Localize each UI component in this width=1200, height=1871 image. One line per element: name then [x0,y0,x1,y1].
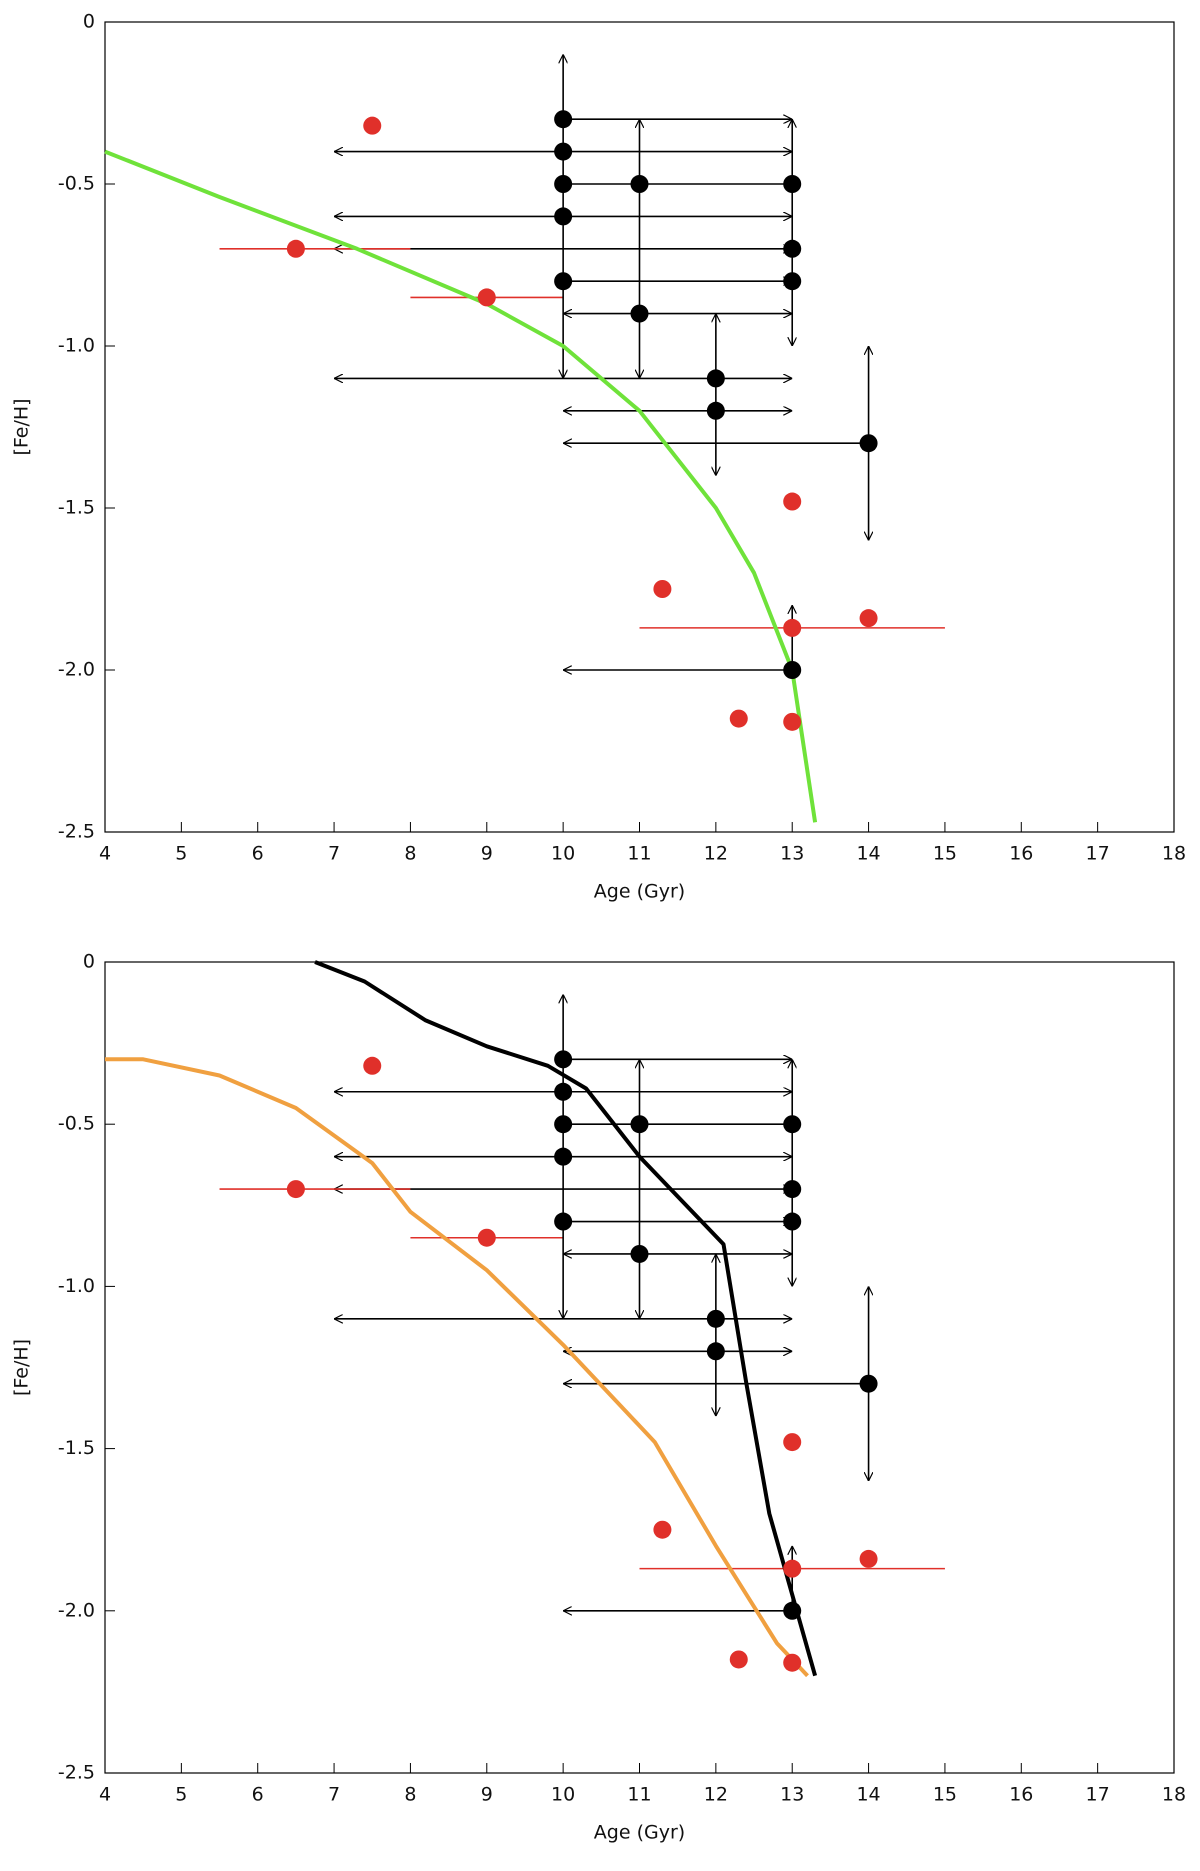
data-point [859,609,878,628]
data-point [653,580,672,598]
x-tick-label: 4 [99,1784,111,1806]
x-tick-label: 14 [856,1784,880,1806]
data-point [363,116,382,135]
data-point [554,1147,573,1166]
data-point [554,1082,573,1101]
x-tick-label: 16 [1009,1784,1033,1806]
data-point [783,618,802,637]
data-point [286,1180,305,1199]
y-tick-label: -2.5 [58,1762,95,1784]
x-tick-label: 17 [1086,1784,1110,1806]
x-tick-label: 15 [933,843,957,865]
x-tick-label: 5 [175,1784,187,1806]
data-point [783,175,802,193]
y-tick-label: -1.0 [58,335,95,357]
x-tick-label: 6 [252,843,264,865]
y-tick-label: -1.5 [58,1437,95,1459]
data-point [706,1309,725,1328]
data-point [554,272,573,291]
data-point [554,1212,573,1231]
y-axis-label: [Fe/H] [11,1339,33,1396]
x-tick-label: 12 [704,843,728,865]
x-tick-label: 6 [252,1784,264,1806]
data-point [554,1115,573,1134]
data-point [554,142,573,161]
data-point [783,661,802,679]
x-tick-label: 17 [1086,843,1110,865]
x-tick-label: 7 [328,1784,340,1806]
x-tick-label: 15 [933,1784,957,1806]
data-point [554,110,573,129]
data-point [630,175,649,193]
x-tick-label: 18 [1162,1784,1186,1806]
y-tick-label: -1.0 [58,1275,95,1297]
x-tick-label: 16 [1009,843,1033,865]
x-tick-label: 11 [627,1784,651,1806]
data-point [706,369,725,388]
data-point [783,1115,802,1134]
trend-curve [314,960,818,1677]
data-point [783,1433,802,1452]
x-tick-label: 18 [1162,843,1186,865]
data-point [630,304,649,323]
y-tick-label: -2.0 [58,659,95,681]
data-point [554,207,573,226]
x-tick-label: 13 [780,1784,804,1806]
x-tick-label: 9 [481,1784,493,1806]
x-tick-label: 4 [99,843,111,865]
x-tick-label: 10 [551,1784,575,1806]
y-tick-label: -2.0 [58,1599,95,1621]
data-point [783,1601,802,1620]
x-tick-label: 7 [328,843,340,865]
trend-curve [104,149,818,823]
trend-curve [105,1057,809,1678]
x-tick-label: 11 [627,843,651,865]
x-tick-label: 9 [481,843,493,865]
data-point [729,1650,748,1669]
y-axis-label: [Fe/H] [11,398,33,455]
y-tick-label: -0.5 [58,1113,95,1135]
data-point [859,1549,878,1568]
data-point [783,272,802,291]
x-tick-label: 14 [856,843,880,865]
x-tick-label: 12 [704,1784,728,1806]
data-point [653,1520,672,1539]
y-tick-label: -1.5 [58,497,95,519]
data-point [783,1653,802,1672]
data-point [554,175,573,193]
data-point [554,1050,573,1069]
y-tick-label: 0 [83,11,95,33]
x-axis-label: Age (Gyr) [594,881,685,903]
x-tick-label: 5 [175,843,187,865]
data-point [783,1212,802,1231]
y-tick-label: -2.5 [58,821,95,843]
data-point [630,1244,649,1263]
data-point [859,434,878,453]
data-point [783,1180,802,1199]
data-point [729,709,748,728]
x-axis-label: Age (Gyr) [594,1822,685,1844]
data-point [477,288,496,307]
data-point [783,712,802,731]
data-point [363,1056,382,1075]
x-tick-label: 10 [551,843,575,865]
data-point [630,1115,649,1134]
x-tick-label: 8 [404,1784,416,1806]
data-point [783,1559,802,1578]
y-tick-label: -0.5 [58,173,95,195]
data-point [783,239,802,258]
data-point [286,239,305,258]
x-tick-label: 8 [404,843,416,865]
x-tick-label: 13 [780,843,804,865]
y-tick-label: 0 [83,951,95,973]
data-point [859,1374,878,1393]
data-point [477,1228,496,1247]
data-point [706,1342,725,1361]
data-point [783,492,802,511]
data-point [706,401,725,420]
